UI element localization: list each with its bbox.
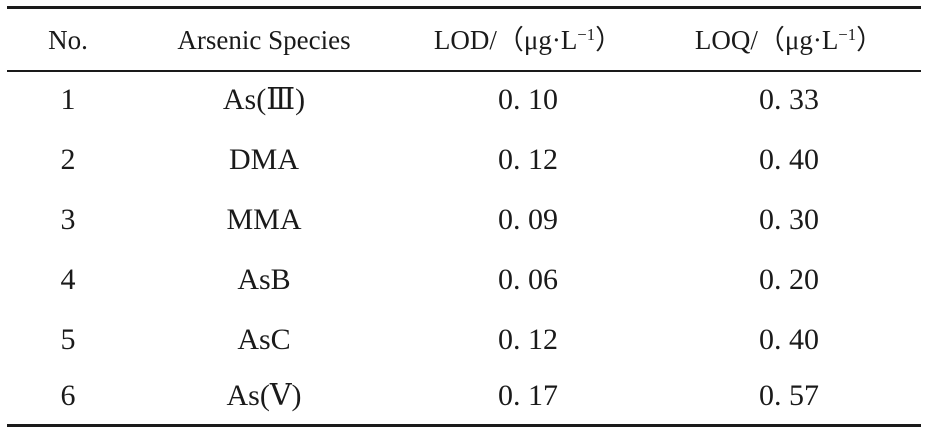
table-row: 4 AsB 0. 06 0. 20 bbox=[7, 250, 921, 310]
cell-species: DMA bbox=[228, 143, 299, 176]
header-lod-exponent: −1 bbox=[577, 24, 596, 44]
table-row: 1 As(Ⅲ) 0. 10 0. 33 bbox=[7, 70, 921, 130]
table-row: 6 As(Ⅴ) 0. 17 0. 57 bbox=[7, 366, 921, 426]
cell-lod: 0. 06 bbox=[498, 263, 558, 296]
bottom-rule bbox=[7, 424, 921, 427]
cell-lod: 0. 17 bbox=[498, 379, 558, 412]
cell-no: 3 bbox=[60, 203, 76, 236]
cell-no: 6 bbox=[60, 379, 76, 412]
cell-loq: 0. 40 bbox=[759, 143, 819, 176]
header-loq-label: LOQ/（μg·L bbox=[694, 25, 839, 55]
cell-no: 4 bbox=[60, 263, 76, 296]
table-row: 2 DMA 0. 12 0. 40 bbox=[7, 130, 921, 190]
top-rule bbox=[7, 6, 921, 9]
header-loq: LOQ/（μg·L−1） bbox=[657, 10, 921, 70]
cell-lod: 0. 10 bbox=[498, 83, 558, 116]
cell-lod: 0. 12 bbox=[498, 323, 558, 356]
cell-loq: 0. 33 bbox=[759, 83, 819, 116]
cell-loq: 0. 20 bbox=[759, 263, 819, 296]
header-lod-label: LOD/（μg·L bbox=[433, 25, 578, 55]
table-row: 3 MMA 0. 09 0. 30 bbox=[7, 190, 921, 250]
cell-no: 5 bbox=[60, 323, 76, 356]
table-row: 5 AsC 0. 12 0. 40 bbox=[7, 310, 921, 370]
header-loq-exponent: −1 bbox=[838, 24, 857, 44]
cell-loq: 0. 57 bbox=[759, 379, 819, 412]
header-rule bbox=[7, 70, 921, 72]
header-no: No. bbox=[48, 25, 88, 55]
cell-species: As(Ⅲ) bbox=[222, 83, 306, 116]
header-lod-close: ） bbox=[595, 25, 623, 55]
cell-species: As(Ⅴ) bbox=[226, 379, 302, 412]
header-loq-close: ） bbox=[856, 25, 884, 55]
cell-no: 2 bbox=[60, 143, 76, 176]
cell-no: 1 bbox=[60, 83, 76, 116]
cell-lod: 0. 09 bbox=[498, 203, 558, 236]
cell-loq: 0. 30 bbox=[759, 203, 819, 236]
cell-lod: 0. 12 bbox=[498, 143, 558, 176]
header-lod: LOD/（μg·L−1） bbox=[399, 10, 657, 70]
cell-species: AsC bbox=[237, 323, 291, 356]
cell-species: AsB bbox=[237, 263, 291, 296]
cell-species: MMA bbox=[226, 203, 302, 236]
header-species: Arsenic Species bbox=[177, 25, 351, 55]
cell-loq: 0. 40 bbox=[759, 323, 819, 356]
table-header: No. Arsenic Species LOD/（μg·L−1） LOQ/（μg… bbox=[7, 10, 921, 70]
